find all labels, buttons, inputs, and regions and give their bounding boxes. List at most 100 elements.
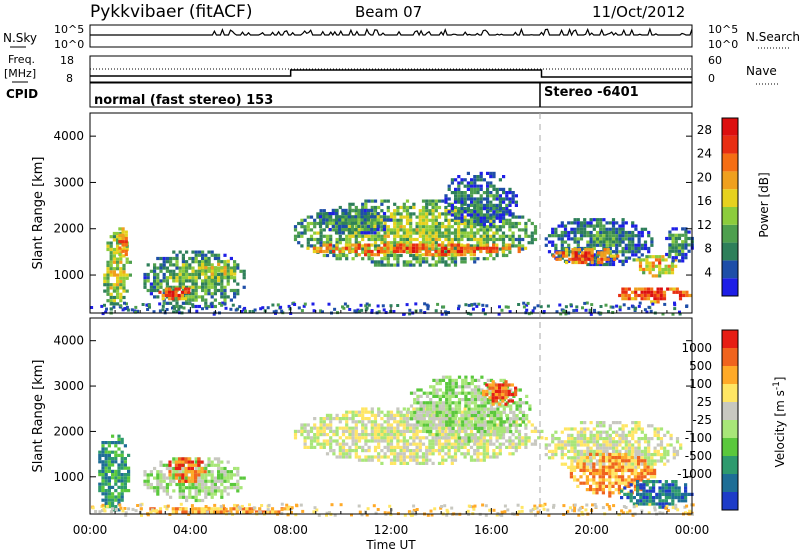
power-cell	[316, 241, 320, 245]
power-cell	[460, 237, 464, 242]
power-cell	[399, 237, 403, 242]
power-cell	[659, 297, 663, 301]
power-cell	[583, 218, 587, 222]
velocity-cell	[454, 401, 458, 405]
velocity-cell	[570, 427, 574, 431]
power-cell	[408, 243, 412, 247]
power-cell	[325, 234, 330, 238]
velocity-cell	[197, 479, 201, 483]
power-cell	[364, 308, 368, 312]
velocity-cell	[498, 436, 502, 440]
power-cell	[599, 224, 603, 228]
power-cell	[207, 259, 211, 263]
power-cell	[223, 302, 227, 306]
power-cell	[687, 230, 691, 234]
power-cell	[648, 264, 652, 268]
velocity-cell	[373, 436, 378, 440]
velocity-cell	[425, 401, 430, 405]
power-cell	[389, 212, 394, 216]
power-cell	[571, 257, 575, 261]
power-cell	[524, 221, 528, 226]
power-cell	[466, 231, 470, 235]
power-cell	[640, 243, 644, 247]
velocity-cell	[441, 442, 445, 446]
power-cell	[673, 303, 677, 307]
velocity-cell	[220, 479, 224, 483]
velocity-cell	[111, 441, 115, 445]
velocity-cell	[191, 495, 195, 499]
power-cell	[576, 224, 580, 228]
velocity-cell	[197, 482, 201, 487]
power-cell	[169, 256, 173, 261]
velocity-cell	[518, 423, 522, 427]
power-cell	[599, 230, 603, 235]
power-cell	[386, 228, 390, 232]
power-cell	[415, 249, 419, 254]
velocity-cell	[399, 413, 403, 417]
power-cell	[383, 257, 387, 261]
power-cell	[360, 228, 364, 232]
velocity-cell	[434, 442, 438, 446]
power-cell	[201, 285, 205, 289]
velocity-cell	[445, 394, 449, 398]
power-cell	[460, 221, 464, 226]
power-cell	[405, 209, 410, 213]
power-cell	[165, 256, 169, 261]
power-cell	[118, 252, 122, 257]
power-cell	[175, 272, 179, 277]
velocity-cell	[396, 458, 400, 462]
power-cell	[602, 240, 606, 244]
power-cell	[476, 257, 480, 261]
velocity-cell	[332, 433, 336, 437]
power-cell	[671, 240, 675, 244]
velocity-cell	[114, 476, 118, 480]
velocity-cell	[505, 445, 509, 449]
power-cell	[460, 202, 464, 206]
power-cell	[405, 234, 410, 238]
power-cell	[463, 246, 467, 250]
velocity-cell	[425, 394, 430, 398]
power-cell	[377, 205, 381, 210]
power-cell	[685, 290, 689, 294]
power-cell	[667, 267, 671, 272]
power-cell	[618, 250, 622, 254]
velocity-cell	[174, 466, 178, 471]
velocity-cell	[120, 463, 124, 467]
power-cell	[293, 303, 297, 306]
power-cell	[210, 295, 214, 299]
power-cell	[476, 203, 480, 207]
power-cell	[171, 297, 175, 301]
power-cell	[583, 224, 587, 228]
power-cell	[303, 228, 307, 232]
power-cell	[143, 285, 147, 289]
power-cell	[638, 301, 642, 305]
power-cell	[143, 272, 147, 277]
power-cell	[444, 197, 448, 201]
power-cell	[159, 279, 163, 283]
power-cell	[558, 303, 562, 307]
power-cell	[453, 243, 457, 247]
velocity-cell	[377, 433, 381, 437]
power-cell	[457, 181, 461, 185]
power-cell	[112, 283, 116, 287]
power-cell	[345, 237, 349, 242]
power-cell	[119, 292, 123, 296]
power-cell	[325, 212, 329, 216]
power-cell	[223, 295, 227, 299]
velocity-cell	[216, 510, 220, 514]
power-cell	[508, 191, 512, 195]
power-cell	[382, 228, 387, 232]
power-cell	[453, 218, 458, 222]
power-cell	[421, 246, 425, 250]
velocity-cell	[319, 442, 323, 446]
power-cell	[175, 260, 179, 264]
power-cell	[615, 246, 619, 251]
velocity-cell	[489, 420, 494, 424]
velocity-cell	[159, 460, 163, 464]
power-cell	[347, 215, 351, 219]
velocity-cell	[101, 453, 105, 457]
power-cell	[348, 308, 352, 311]
power-cell	[658, 258, 662, 262]
power-cell	[191, 295, 195, 299]
power-cell	[431, 202, 435, 206]
